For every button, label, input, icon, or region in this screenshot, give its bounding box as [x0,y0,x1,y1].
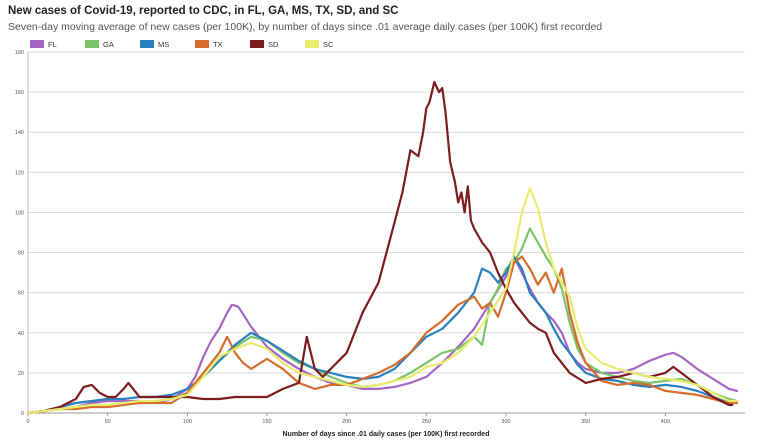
series-line-tx [26,255,739,415]
y-tick-label: 140 [15,130,24,136]
x-tick-label: 300 [501,419,510,425]
chart-subtitle: Seven-day moving average of new cases (p… [8,21,603,33]
y-tick-label: 80 [18,251,24,257]
y-tick-label: 100 [15,210,24,216]
series-line-sd [26,81,734,415]
legend-swatch-fl [30,40,44,48]
x-tick-label: 350 [581,419,590,425]
legend-swatch-tx [195,40,209,48]
x-tick-label: 150 [262,419,271,425]
legend-label-ga: GA [103,40,114,49]
x-axis-label: Number of days since .01 daily cases (pe… [283,431,490,438]
x-tick-label: 50 [105,419,111,425]
y-tick-label: 20 [18,371,24,377]
y-tick-label: 60 [18,291,24,297]
y-tick-label: 180 [15,50,24,56]
x-tick-label: 100 [183,419,192,425]
chart-title: New cases of Covid-19, reported to CDC, … [8,5,399,17]
grid [27,51,745,414]
y-tick-label: 40 [18,331,24,337]
y-tick-label: 120 [15,170,24,176]
x-tick-label: 250 [422,419,431,425]
x-tick-label: 200 [342,419,351,425]
series-lines [26,81,739,415]
legend-swatch-ms [140,40,154,48]
legend: FL GA MS TX SD SC [30,40,334,49]
legend-swatch-sc [305,40,319,48]
legend-label-sd: SD [268,40,279,49]
legend-label-fl: FL [48,40,57,49]
y-tick-label: 160 [15,90,24,96]
y-axis: 0 20 40 60 80 100 120 140 160 180 [15,50,24,417]
x-axis: 0 50 100 150 200 250 300 350 400 [26,413,670,425]
series-line-fl [26,255,739,415]
series-line-sc [26,187,739,415]
legend-label-sc: SC [323,40,334,49]
legend-label-tx: TX [213,40,223,49]
series-line-ga [26,227,739,415]
legend-swatch-sd [250,40,264,48]
x-tick-label: 0 [26,419,29,425]
legend-label-ms: MS [158,40,169,49]
y-tick-label: 0 [21,411,24,417]
x-tick-label: 400 [661,419,670,425]
legend-swatch-ga [85,40,99,48]
